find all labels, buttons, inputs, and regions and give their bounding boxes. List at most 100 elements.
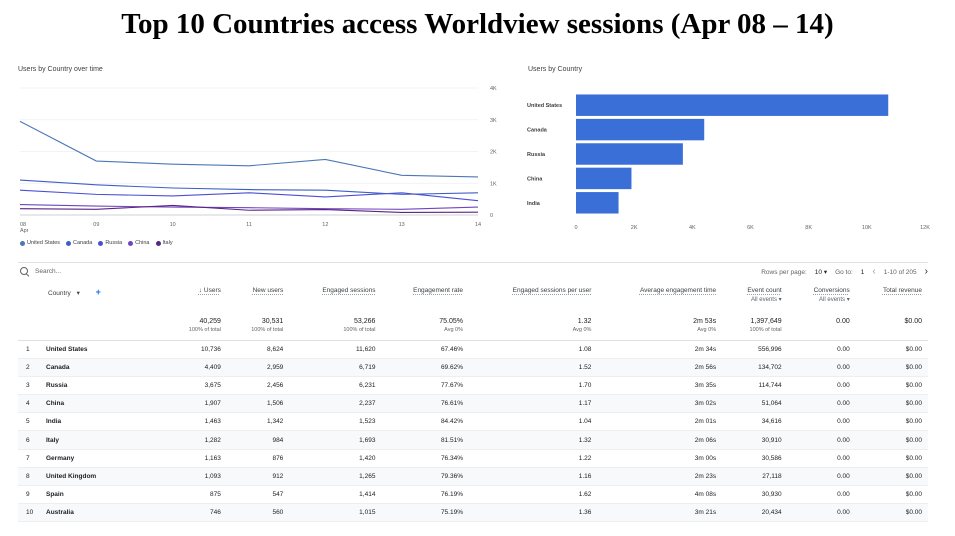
metric-cell: 1,163	[164, 449, 227, 468]
metric-cell: 34,616	[722, 412, 788, 432]
metric-cell: 0.00	[787, 412, 856, 432]
search-icon[interactable]	[20, 266, 30, 277]
row-index: 7	[18, 449, 40, 468]
legend-item[interactable]: Italy	[155, 240, 173, 246]
x-tick-label: 4K	[689, 225, 696, 231]
table-row[interactable]: 8 United Kingdom 1,093 912 1,265 79.36% 1.16 2m…	[18, 467, 928, 487]
table-header-row: Country ▾ + ↓ Users New users Engaged se…	[18, 281, 928, 314]
x-tick-label: 8K	[805, 225, 812, 231]
metric-cell: 76.61%	[381, 394, 469, 414]
y-tick-label: 3K	[490, 118, 497, 124]
x-tick-label: 10K	[862, 225, 872, 231]
search-input[interactable]: Search...	[35, 268, 62, 275]
table-row[interactable]: 9 Spain 875 547 1,414 76.19% 1.62 4m 08s 30,930 0…	[18, 485, 928, 505]
metric-cell: 0.00	[787, 485, 856, 505]
legend-item[interactable]: China	[128, 240, 150, 246]
metric-cell: $0.00	[855, 449, 928, 468]
metric-cell: 875	[164, 485, 227, 505]
metric-cell: 51,064	[722, 394, 788, 414]
country-cell: Spain	[40, 485, 165, 505]
metric-cell: 0.00	[787, 340, 856, 359]
x-tick-label: 2K	[631, 225, 638, 231]
conversions-column-header[interactable]: Conversions All events ▾	[788, 281, 856, 314]
metric-cell: 3,675	[164, 376, 227, 396]
legend-item[interactable]: Russia	[98, 240, 122, 246]
metric-cell: $0.00	[855, 467, 928, 487]
caret-down-icon: ▾	[823, 269, 828, 276]
bar[interactable]	[576, 192, 619, 214]
category-label: India	[527, 201, 541, 207]
metric-cell: $0.00	[855, 503, 928, 523]
users-column-header[interactable]: ↓ Users	[198, 287, 221, 294]
engagement-rate-column-header[interactable]: Engagement rate	[413, 287, 463, 294]
conversions-filter-dropdown[interactable]: All events ▾	[819, 297, 850, 303]
series-line-united-states[interactable]	[19, 120, 479, 178]
category-label: Russia	[527, 152, 546, 158]
series-line-italy[interactable]	[19, 204, 479, 214]
rows-per-page-label: Rows per page:	[761, 268, 807, 276]
bar[interactable]	[576, 167, 632, 190]
goto-input[interactable]: 1	[860, 268, 865, 276]
goto-label: Go to:	[835, 268, 853, 276]
x-tick-label: 13	[399, 222, 405, 228]
metric-cell: 3m 35s	[597, 376, 723, 396]
metric-cell: 876	[226, 449, 290, 468]
row-index: 1	[18, 340, 40, 359]
country-cell: United Kingdom	[40, 467, 165, 487]
next-page-icon[interactable]: ›	[924, 266, 928, 277]
bar[interactable]	[576, 118, 705, 141]
country-cell: Italy	[40, 430, 165, 450]
metric-cell: 547	[226, 485, 290, 505]
revenue-column-header[interactable]: Total revenue	[882, 287, 922, 294]
metric-cell: 2m 34s	[597, 340, 723, 359]
series-line-russia[interactable]	[19, 189, 479, 202]
eng-per-user-column-header[interactable]: Engaged sessions per user	[512, 287, 592, 294]
table-row[interactable]: 3 Russia 3,675 2,456 6,231 77.67% 1.70 3m 35s 11…	[18, 376, 928, 396]
legend-item[interactable]: United States	[20, 240, 60, 246]
metric-cell: 1,420	[289, 449, 382, 468]
metric-cell: 1,523	[289, 412, 382, 432]
y-tick-label: 2K	[490, 150, 497, 156]
avg-time-column-header[interactable]: Average engagement time	[639, 287, 717, 294]
table-row[interactable]: 5 India 1,463 1,342 1,523 84.42% 1.04 2m 01s 34,…	[18, 412, 928, 432]
x-tick-sublabel: Apr	[20, 228, 29, 234]
legend-item[interactable]: Canada	[66, 240, 92, 246]
series-line-canada[interactable]	[19, 179, 479, 195]
table-row[interactable]: 7 Germany 1,163 876 1,420 76.34% 1.22 3m 00s 30,…	[18, 449, 928, 468]
series-line-china[interactable]	[19, 203, 479, 210]
country-column-header[interactable]: Country ▾ +	[18, 281, 165, 314]
table-row[interactable]: 6 Italy 1,282 984 1,693 81.51% 1.32 2m 06s 30,91…	[18, 430, 928, 450]
table-row[interactable]: 2 Canada 4,409 2,959 6,719 69.62% 1.52 2m 56s 13…	[18, 358, 928, 377]
add-dimension-icon[interactable]: +	[95, 287, 101, 297]
table-row[interactable]: 10 Australia 746 560 1,015 75.19% 1.36 3m 21s 20…	[18, 503, 928, 523]
event-filter-dropdown[interactable]: All events ▾	[750, 297, 782, 303]
metric-cell: 1.04	[468, 412, 598, 432]
metric-cell: 76.34%	[381, 449, 469, 468]
x-tick-label: 14	[475, 222, 481, 228]
row-index: 9	[18, 485, 40, 505]
metric-cell: 1,093	[164, 467, 227, 487]
rows-per-page-select[interactable]: 10 ▾	[814, 269, 828, 276]
country-cell: Canada	[40, 358, 165, 377]
page-title: Top 10 Countries access Worldview sessio…	[121, 8, 834, 40]
category-label: China	[527, 176, 543, 182]
metric-cell: 11,620	[289, 340, 382, 359]
country-cell: India	[40, 412, 165, 432]
metric-cell: 75.19%	[381, 503, 469, 523]
x-tick-label: 12	[322, 222, 328, 228]
metric-cell: 1.08	[468, 340, 598, 359]
metric-cell: 1,282	[164, 430, 227, 450]
table-row[interactable]: 4 China 1,907 1,506 2,237 76.61% 1.17 3m 02s 51,…	[18, 394, 928, 414]
prev-page-icon[interactable]: ‹	[872, 266, 876, 277]
caret-down-icon[interactable]: ▾	[76, 290, 80, 297]
metric-cell: 4,409	[164, 358, 227, 377]
new-users-column-header[interactable]: New users	[252, 287, 284, 294]
metric-cell: 984	[226, 430, 290, 450]
event-count-column-header[interactable]: Event count All events ▾	[722, 281, 788, 314]
metric-cell: 76.19%	[381, 485, 469, 505]
engaged-sessions-column-header[interactable]: Engaged sessions	[322, 287, 376, 294]
table-row[interactable]: 1 United States 10,736 8,624 11,620 67.46% 1.0…	[18, 340, 928, 359]
line-chart-title: Users by Country over time	[18, 66, 103, 73]
bar[interactable]	[576, 143, 683, 165]
bar[interactable]	[576, 94, 889, 116]
